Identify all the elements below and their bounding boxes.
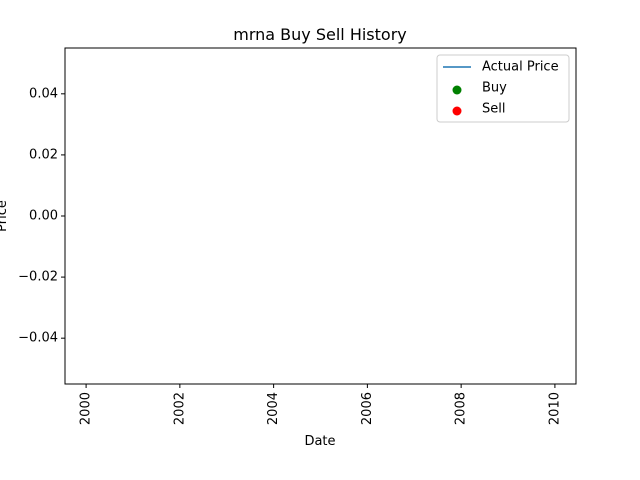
x-tick-label: 2000	[79, 392, 94, 425]
y-tick-label: 0.04	[29, 86, 58, 101]
legend-marker-swatch	[452, 85, 462, 95]
x-tick-label: 2004	[266, 392, 281, 425]
y-tick-label: 0.00	[29, 209, 58, 224]
legend: Actual Price Buy Sell	[436, 54, 570, 123]
y-tick-label: −0.02	[18, 270, 58, 285]
x-tick-label: 2008	[454, 392, 469, 425]
x-tick-label: 2002	[172, 392, 187, 425]
y-axis-label: Price	[0, 200, 10, 232]
x-axis-label: Date	[304, 434, 335, 449]
y-tick-label: 0.02	[29, 147, 58, 162]
legend-marker-swatch	[452, 106, 462, 116]
legend-label: Actual Price	[482, 60, 559, 75]
y-axis: 0.04 0.02 0.00 −0.02 −0.04	[18, 86, 65, 346]
legend-box	[436, 54, 570, 123]
x-tick-label: 2010	[547, 392, 562, 425]
legend-label: Sell	[482, 102, 505, 117]
chart-title: mrna Buy Sell History	[233, 25, 406, 44]
y-tick-label: −0.04	[18, 331, 58, 346]
x-axis: 2000 2002 2004 2006 2008 2010	[79, 384, 562, 425]
legend-label: Buy	[482, 81, 507, 96]
x-tick-label: 2006	[360, 392, 375, 425]
